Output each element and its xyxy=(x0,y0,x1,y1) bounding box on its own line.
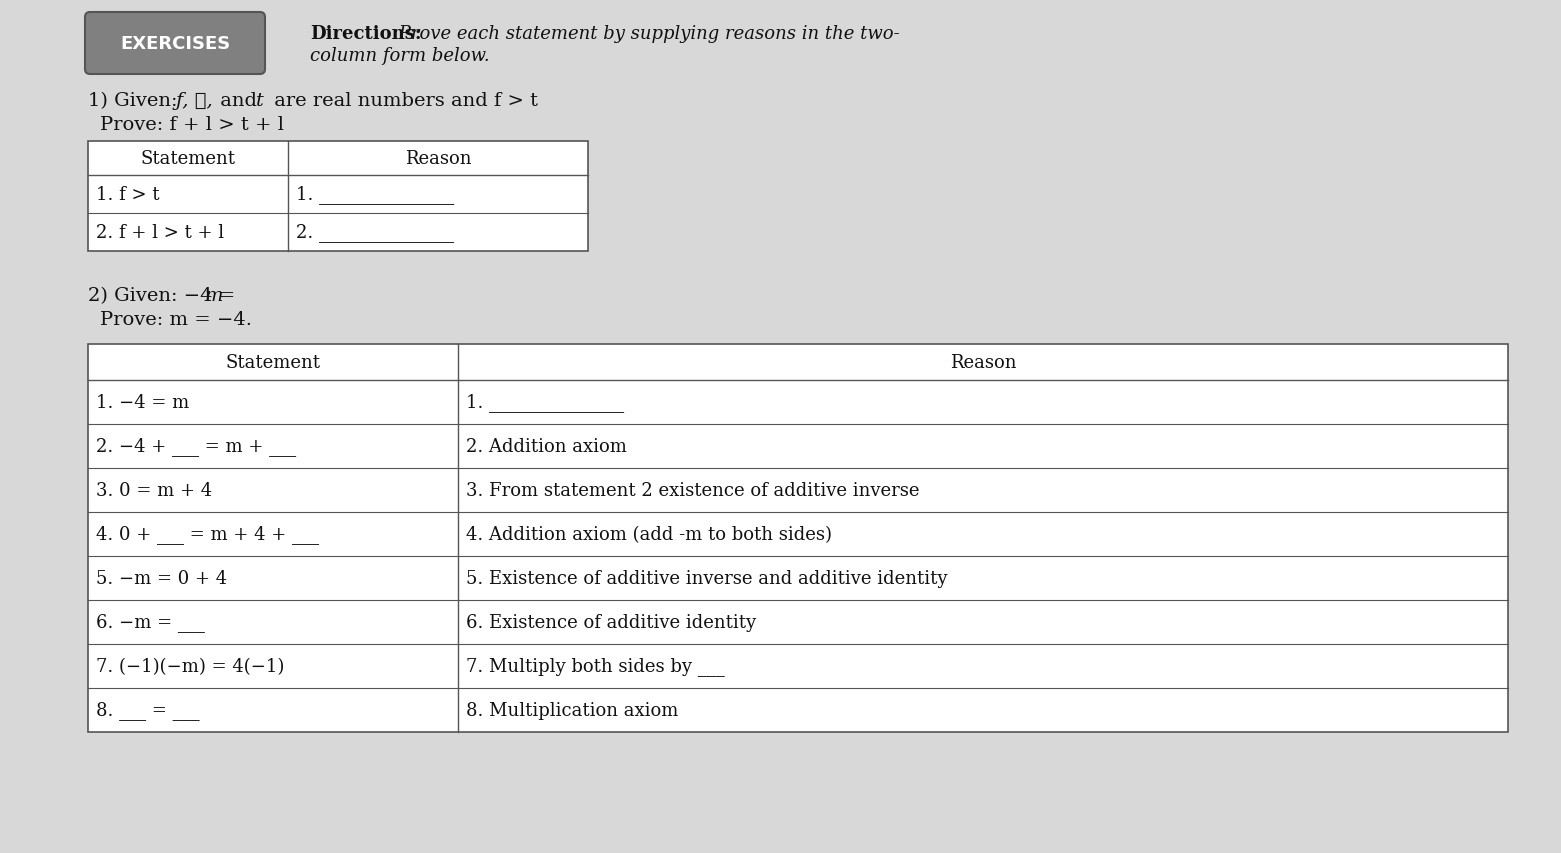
Bar xyxy=(87,142,588,252)
Text: 5. −m = 0 + 4: 5. −m = 0 + 4 xyxy=(95,569,226,588)
Text: 3. 0 = m + 4: 3. 0 = m + 4 xyxy=(95,481,212,499)
Text: Statement: Statement xyxy=(140,150,236,168)
FancyBboxPatch shape xyxy=(84,13,265,75)
Text: 2. −4 + ___ = m + ___: 2. −4 + ___ = m + ___ xyxy=(95,437,297,456)
Text: Directions:: Directions: xyxy=(311,25,421,43)
Text: 4. Addition axiom (add -m to both sides): 4. Addition axiom (add -m to both sides) xyxy=(467,525,832,543)
Text: t: t xyxy=(256,92,264,110)
Text: 2. Addition axiom: 2. Addition axiom xyxy=(467,438,628,456)
Text: 1. _______________: 1. _______________ xyxy=(297,185,454,204)
Text: 6. −m = ___: 6. −m = ___ xyxy=(95,612,204,632)
Text: and: and xyxy=(214,92,264,110)
Text: m: m xyxy=(204,287,223,305)
Text: Prove: f + l > t + l: Prove: f + l > t + l xyxy=(100,116,284,134)
Text: column form below.: column form below. xyxy=(311,47,490,65)
Text: 2. f + l > t + l: 2. f + l > t + l xyxy=(95,223,225,241)
Text: Prove: m = −4.: Prove: m = −4. xyxy=(100,310,251,328)
Text: EXERCISES: EXERCISES xyxy=(120,35,229,53)
Text: 2. _______________: 2. _______________ xyxy=(297,223,454,242)
Text: 8. Multiplication axiom: 8. Multiplication axiom xyxy=(467,701,679,719)
Text: 2) Given: −4 =: 2) Given: −4 = xyxy=(87,287,242,305)
Text: 7. Multiply both sides by ___: 7. Multiply both sides by ___ xyxy=(467,657,724,676)
Text: 1. f > t: 1. f > t xyxy=(95,186,159,204)
Text: ƒ, ℓ,: ƒ, ℓ, xyxy=(176,92,214,110)
Text: 7. (−1)(−m) = 4(−1): 7. (−1)(−m) = 4(−1) xyxy=(95,657,284,676)
Text: 5. Existence of additive inverse and additive identity: 5. Existence of additive inverse and add… xyxy=(467,569,948,588)
Text: 4. 0 + ___ = m + 4 + ___: 4. 0 + ___ = m + 4 + ___ xyxy=(95,525,318,544)
Text: 1) Given:: 1) Given: xyxy=(87,92,184,110)
Text: Prove each statement by supplying reasons in the two-: Prove each statement by supplying reason… xyxy=(393,25,899,43)
Bar xyxy=(87,345,1508,732)
Text: 1. −4 = m: 1. −4 = m xyxy=(95,393,189,411)
Text: Statement: Statement xyxy=(225,354,320,372)
Text: 1. _______________: 1. _______________ xyxy=(467,393,624,412)
Text: 8. ___ = ___: 8. ___ = ___ xyxy=(95,700,200,720)
Text: Reason: Reason xyxy=(404,150,471,168)
Text: 3. From statement 2 existence of additive inverse: 3. From statement 2 existence of additiv… xyxy=(467,481,919,499)
Text: Reason: Reason xyxy=(949,354,1016,372)
Text: 6. Existence of additive identity: 6. Existence of additive identity xyxy=(467,613,756,631)
Text: are real numbers and f > t: are real numbers and f > t xyxy=(268,92,539,110)
